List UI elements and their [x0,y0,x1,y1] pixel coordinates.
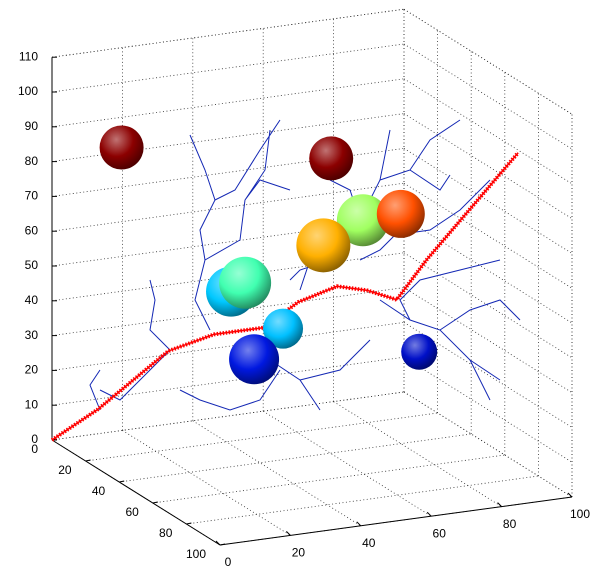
z-tick-label: 110 [19,49,38,63]
grid-line [186,475,539,525]
grid-line [85,412,438,462]
sphere [309,136,354,181]
path-core [51,152,519,441]
z-tick-label: 20 [25,363,39,377]
z-tick-label: 80 [25,154,39,168]
grid-line [403,356,573,463]
z-tick-label: 40 [25,293,39,307]
z-tick-label: 60 [25,223,39,237]
tick-mark [85,459,91,462]
y-tick-label: 40 [92,484,106,498]
grid-line [51,391,405,441]
x-tick-label: 40 [362,536,376,550]
x-tick-label: 80 [503,517,517,531]
grid-line [51,43,405,93]
tick-mark [286,531,291,536]
grid-line [403,391,573,498]
grid-line [403,148,573,254]
grid-line [403,43,573,150]
sphere [229,334,280,385]
branch [189,119,291,331]
x-axis [219,496,573,546]
grid-line [51,322,405,371]
z-tick-label: 10 [25,397,39,411]
grid-line [119,433,472,483]
grid-line [51,356,405,406]
tick-mark [119,480,125,483]
tick-mark [219,543,226,546]
x-tick-label: 60 [433,526,447,540]
sphere [99,125,144,170]
grid-line [403,182,573,289]
point-layer [99,125,438,385]
tick-mark [356,521,362,527]
z-tick-label: 70 [25,189,39,203]
grid-line [403,78,573,185]
sphere [296,218,351,273]
y-tick-label: 80 [159,526,173,540]
grid-line [403,322,573,428]
grid-line [403,113,573,219]
sphere [336,194,389,247]
sphere [219,256,272,309]
grid-line [152,454,505,504]
grid-line [403,8,573,115]
tick-mark [497,502,502,507]
sphere [263,308,304,349]
x-tick-label: 0 [225,555,232,569]
path-layer [50,151,520,442]
branch [89,279,171,411]
y-tick-label: 20 [58,463,72,477]
y-axis [51,439,221,546]
grid-line [333,401,502,507]
x-tick-label: 100 [570,507,590,521]
sphere [376,189,425,238]
grid-line [403,287,573,393]
grid-line [262,410,432,517]
branch [379,259,521,401]
y-tick-label: 60 [125,505,139,519]
grid-line [51,78,405,128]
path-line [50,151,520,442]
z-tick-label: 0 [31,432,38,446]
tick-mark [567,492,573,498]
tick-mark [426,511,432,517]
z-tick-label: 90 [25,119,39,133]
y-tick-label: 100 [186,547,206,561]
grid-line [403,217,573,324]
z-tick-label: 100 [18,84,38,98]
grid-line [122,430,291,536]
z-tick-label: 50 [25,258,39,272]
grid-layer: 0 10 20 30 40 50 60 70 80 90 100 110 0 20 40 60 80 100 0 20… [18,8,590,569]
x-tick-label: 20 [292,546,306,560]
grid-line [51,8,405,58]
grid-line [403,252,573,359]
z-tick-label: 30 [25,328,39,342]
tick-mark [152,501,158,504]
grid-line [192,420,362,527]
tick-mark [215,540,221,546]
y-tick-label: 0 [31,442,38,456]
tick-mark [186,522,192,525]
sphere [401,333,438,370]
